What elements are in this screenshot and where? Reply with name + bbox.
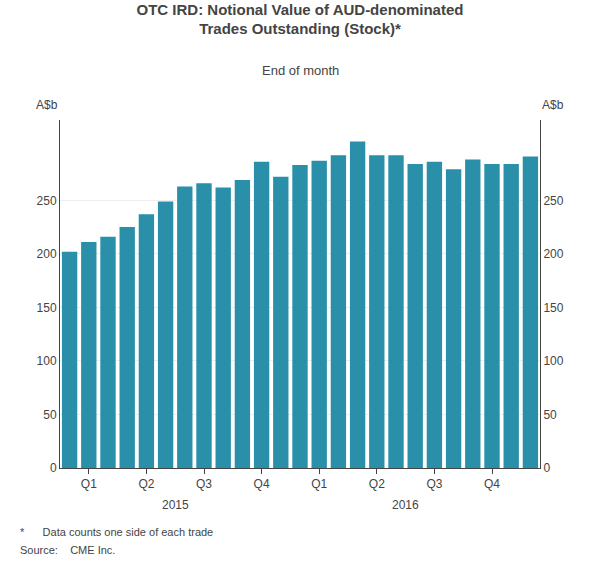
svg-text:100: 100 bbox=[37, 354, 57, 368]
svg-text:Q4: Q4 bbox=[484, 477, 500, 491]
svg-text:0: 0 bbox=[50, 461, 57, 475]
svg-text:Q2: Q2 bbox=[138, 477, 154, 491]
svg-text:Q2: Q2 bbox=[369, 477, 385, 491]
svg-text:End of month: End of month bbox=[262, 63, 339, 78]
svg-text:50: 50 bbox=[43, 408, 57, 422]
svg-text:A$b: A$b bbox=[542, 98, 564, 112]
svg-text:200: 200 bbox=[543, 247, 563, 261]
svg-text:OTC IRD: Notional Value of AUD: OTC IRD: Notional Value of AUD-denominat… bbox=[137, 1, 464, 38]
svg-text:Q1: Q1 bbox=[311, 477, 327, 491]
svg-text:100: 100 bbox=[543, 354, 563, 368]
svg-text:A$b: A$b bbox=[36, 98, 58, 112]
svg-text:Source: CME Inc.: Source: CME Inc. bbox=[20, 544, 115, 556]
svg-text:2016: 2016 bbox=[392, 498, 419, 512]
svg-text:200: 200 bbox=[37, 247, 57, 261]
svg-text:Q4: Q4 bbox=[254, 477, 270, 491]
svg-text:Q1: Q1 bbox=[81, 477, 97, 491]
svg-text:150: 150 bbox=[37, 301, 57, 315]
svg-text:250: 250 bbox=[543, 194, 563, 208]
svg-text:* Data counts one side of: * Data counts one side of each trade bbox=[20, 526, 213, 538]
svg-text:2015: 2015 bbox=[162, 498, 189, 512]
svg-text:50: 50 bbox=[543, 408, 557, 422]
svg-text:250: 250 bbox=[37, 194, 57, 208]
svg-text:0: 0 bbox=[543, 461, 550, 475]
svg-text:Q3: Q3 bbox=[426, 477, 442, 491]
svg-text:Q3: Q3 bbox=[196, 477, 212, 491]
svg-text:150: 150 bbox=[543, 301, 563, 315]
